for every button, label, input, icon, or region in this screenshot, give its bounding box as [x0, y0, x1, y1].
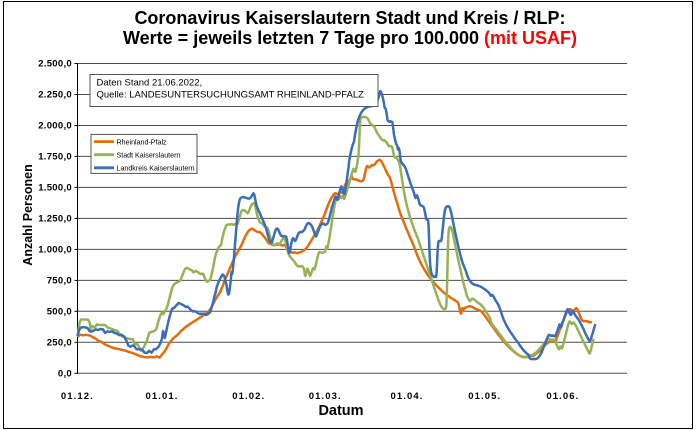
svg-text:01.05.: 01.05.: [468, 391, 501, 402]
svg-text:250,0: 250,0: [47, 338, 72, 349]
svg-text:2.000,0: 2.000,0: [38, 121, 72, 132]
svg-text:Daten Stand 21.06.2022,: Daten Stand 21.06.2022,: [97, 78, 203, 89]
svg-text:01.01.: 01.01.: [145, 391, 178, 402]
svg-text:01.02.: 01.02.: [232, 391, 265, 402]
svg-text:01.03.: 01.03.: [309, 391, 342, 402]
svg-text:1.750,0: 1.750,0: [38, 152, 72, 163]
svg-text:Stadt Kaiserslautern: Stadt Kaiserslautern: [117, 152, 181, 160]
svg-text:01.04.: 01.04.: [390, 391, 423, 402]
svg-text:0,0: 0,0: [58, 369, 72, 380]
svg-text:1.500,0: 1.500,0: [38, 183, 72, 194]
svg-text:01.12.: 01.12.: [61, 391, 94, 402]
svg-text:500,0: 500,0: [47, 307, 72, 318]
svg-text:Anzahl Personen: Anzahl Personen: [21, 164, 35, 265]
svg-text:Datum: Datum: [318, 403, 363, 419]
svg-text:01.06.: 01.06.: [546, 391, 579, 402]
svg-text:Rheinland-Pfalz: Rheinland-Pfalz: [117, 138, 168, 146]
svg-text:1.250,0: 1.250,0: [38, 214, 72, 225]
svg-text:2.250,0: 2.250,0: [38, 90, 72, 101]
svg-text:Quelle: LANDESUNTERSUCHUNGSAMT: Quelle: LANDESUNTERSUCHUNGSAMT RHEINLAND…: [97, 90, 365, 101]
svg-text:2.500,0: 2.500,0: [38, 59, 72, 70]
svg-text:1.000,0: 1.000,0: [38, 245, 72, 256]
svg-text:Landkreis Kaiserslautern: Landkreis Kaiserslautern: [117, 165, 195, 173]
svg-text:750,0: 750,0: [47, 276, 72, 287]
